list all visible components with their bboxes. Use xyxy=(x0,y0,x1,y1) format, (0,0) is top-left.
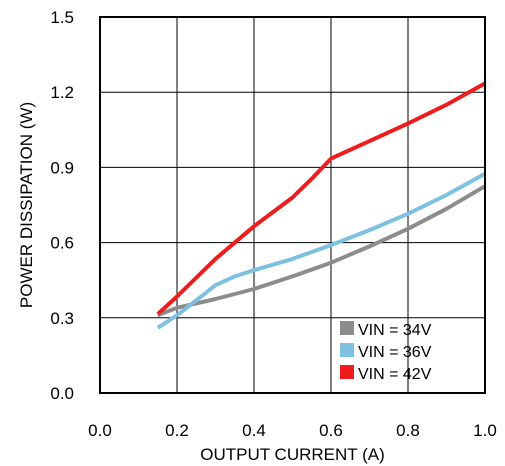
legend-swatch xyxy=(340,343,354,357)
x-tick-label: 0.6 xyxy=(319,421,343,440)
legend: VIN = 34V VIN = 36V VIN = 42V xyxy=(340,321,432,383)
series-line-vin-42v xyxy=(156,81,486,316)
y-axis-label: POWER DISSIPATION (W) xyxy=(17,102,36,308)
legend-label: VIN = 42V xyxy=(358,366,432,383)
x-tick-label: 0.4 xyxy=(242,421,266,440)
y-tick-label: 1.5 xyxy=(50,8,74,27)
x-tick-label: 1.0 xyxy=(473,421,497,440)
y-tick-label: 0.6 xyxy=(50,234,74,253)
x-tick-labels: 0.0 0.2 0.4 0.6 0.8 1.0 xyxy=(88,421,497,440)
x-tick-label: 0.8 xyxy=(396,421,420,440)
y-tick-labels: 0.0 0.3 0.6 0.9 1.2 1.5 xyxy=(50,8,74,403)
y-tick-label: 0.0 xyxy=(50,384,74,403)
y-tick-label: 0.9 xyxy=(50,158,74,177)
series-line-vin-34v xyxy=(157,184,487,318)
x-axis-label: OUTPUT CURRENT (A) xyxy=(200,445,385,464)
y-tick-label: 1.2 xyxy=(50,83,74,102)
legend-label: VIN = 34V xyxy=(358,322,432,339)
legend-swatch xyxy=(340,321,354,335)
legend-label: VIN = 36V xyxy=(358,344,432,361)
series-group xyxy=(156,81,487,330)
series-line-vin-36v xyxy=(156,171,486,330)
x-tick-label: 0.0 xyxy=(88,421,112,440)
grid xyxy=(100,17,485,393)
y-tick-label: 0.3 xyxy=(50,309,74,328)
x-tick-label: 0.2 xyxy=(165,421,189,440)
legend-swatch xyxy=(340,365,354,379)
plot-frame xyxy=(99,16,486,394)
